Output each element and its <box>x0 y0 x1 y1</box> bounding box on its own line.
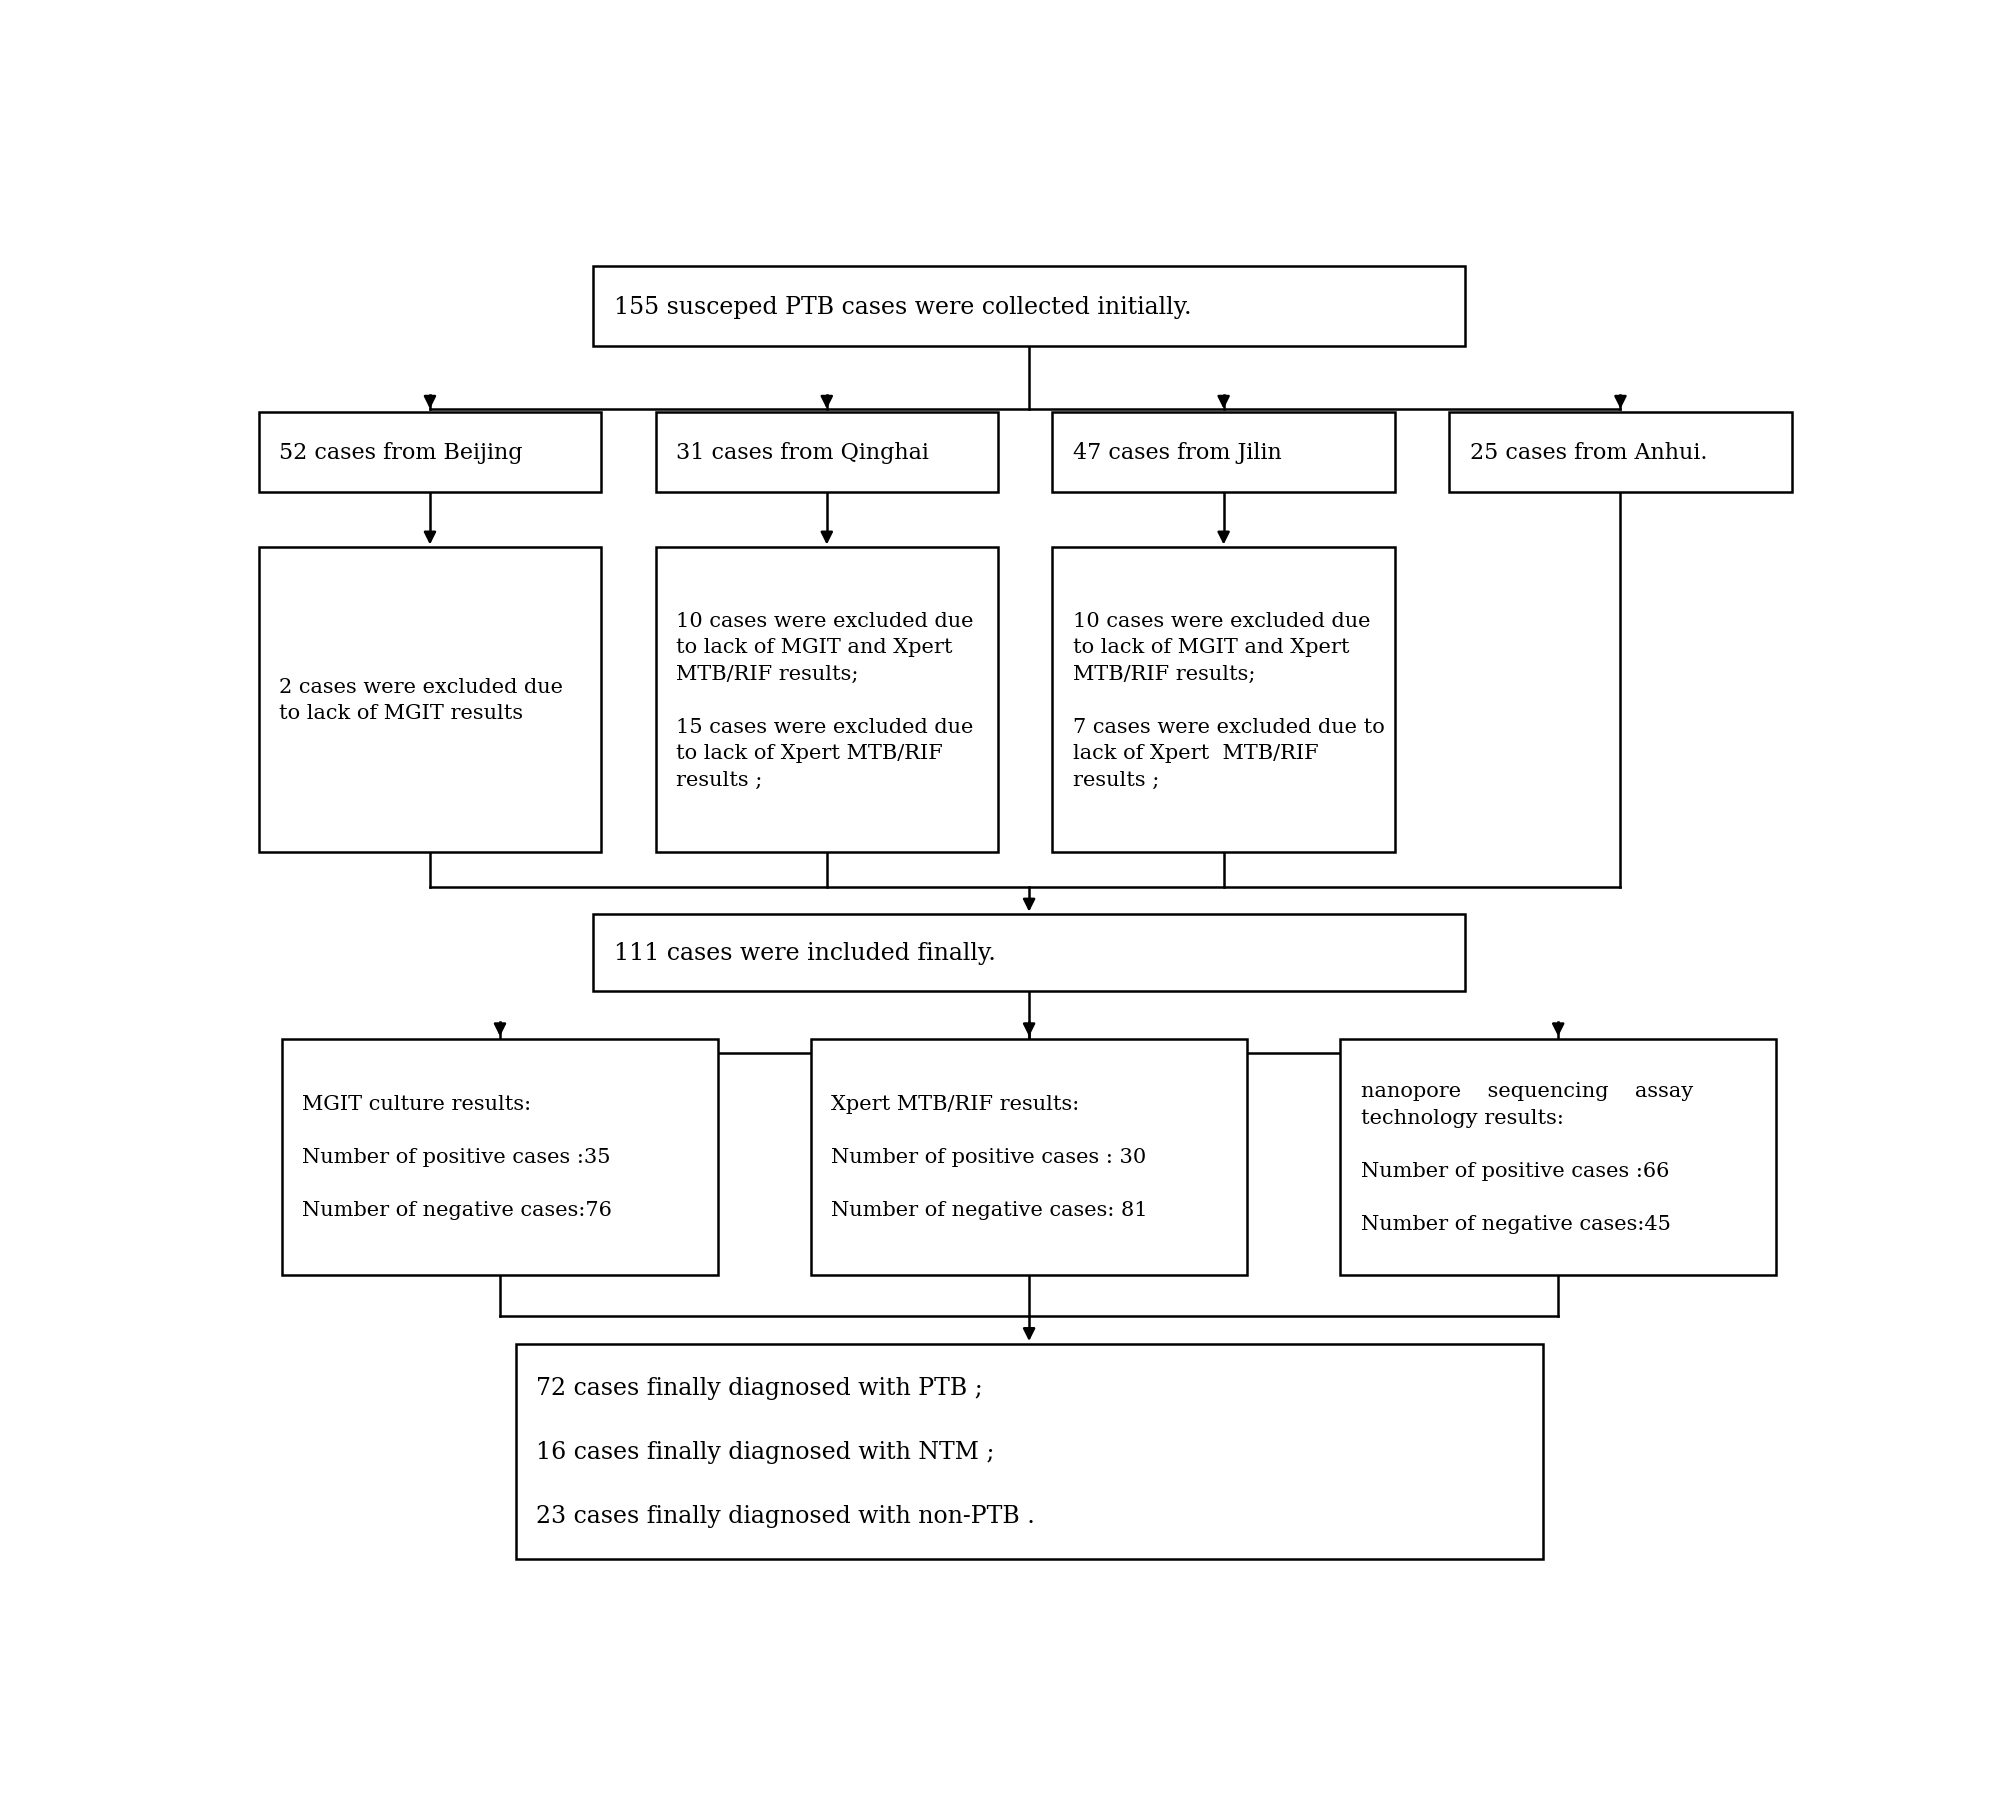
Text: 47 cases from Jilin: 47 cases from Jilin <box>1072 442 1280 464</box>
FancyBboxPatch shape <box>516 1345 1541 1559</box>
Text: MGIT culture results:

Number of positive cases :35

Number of negative cases:76: MGIT culture results: Number of positive… <box>303 1095 612 1219</box>
Text: 10 cases were excluded due
to lack of MGIT and Xpert
MTB/RIF results;

7 cases w: 10 cases were excluded due to lack of MG… <box>1072 611 1383 789</box>
Text: Xpert MTB/RIF results:

Number of positive cases : 30

Number of negative cases:: Xpert MTB/RIF results: Number of positiv… <box>831 1095 1148 1219</box>
FancyBboxPatch shape <box>1052 548 1395 852</box>
FancyBboxPatch shape <box>1052 412 1395 493</box>
Text: 10 cases were excluded due
to lack of MGIT and Xpert
MTB/RIF results;

15 cases : 10 cases were excluded due to lack of MG… <box>676 611 973 789</box>
FancyBboxPatch shape <box>594 266 1465 347</box>
Text: 2 cases were excluded due
to lack of MGIT results: 2 cases were excluded due to lack of MGI… <box>279 678 562 723</box>
FancyBboxPatch shape <box>1341 1039 1776 1275</box>
FancyBboxPatch shape <box>281 1039 719 1275</box>
Text: 155 susceped PTB cases were collected initially.: 155 susceped PTB cases were collected in… <box>614 295 1190 318</box>
FancyBboxPatch shape <box>656 412 997 493</box>
FancyBboxPatch shape <box>656 548 997 852</box>
FancyBboxPatch shape <box>811 1039 1246 1275</box>
FancyBboxPatch shape <box>259 548 600 852</box>
Text: 25 cases from Anhui.: 25 cases from Anhui. <box>1469 442 1706 464</box>
Text: 111 cases were included finally.: 111 cases were included finally. <box>614 942 995 964</box>
Text: nanopore    sequencing    assay
technology results:

Number of positive cases :6: nanopore sequencing assay technology res… <box>1361 1081 1692 1233</box>
Text: 72 cases finally diagnosed with PTB ;

16 cases finally diagnosed with NTM ;

23: 72 cases finally diagnosed with PTB ; 16… <box>536 1375 1034 1527</box>
Text: 52 cases from Beijing: 52 cases from Beijing <box>279 442 522 464</box>
FancyBboxPatch shape <box>594 915 1465 991</box>
FancyBboxPatch shape <box>1449 412 1790 493</box>
FancyBboxPatch shape <box>259 412 600 493</box>
Text: 31 cases from Qinghai: 31 cases from Qinghai <box>676 442 929 464</box>
